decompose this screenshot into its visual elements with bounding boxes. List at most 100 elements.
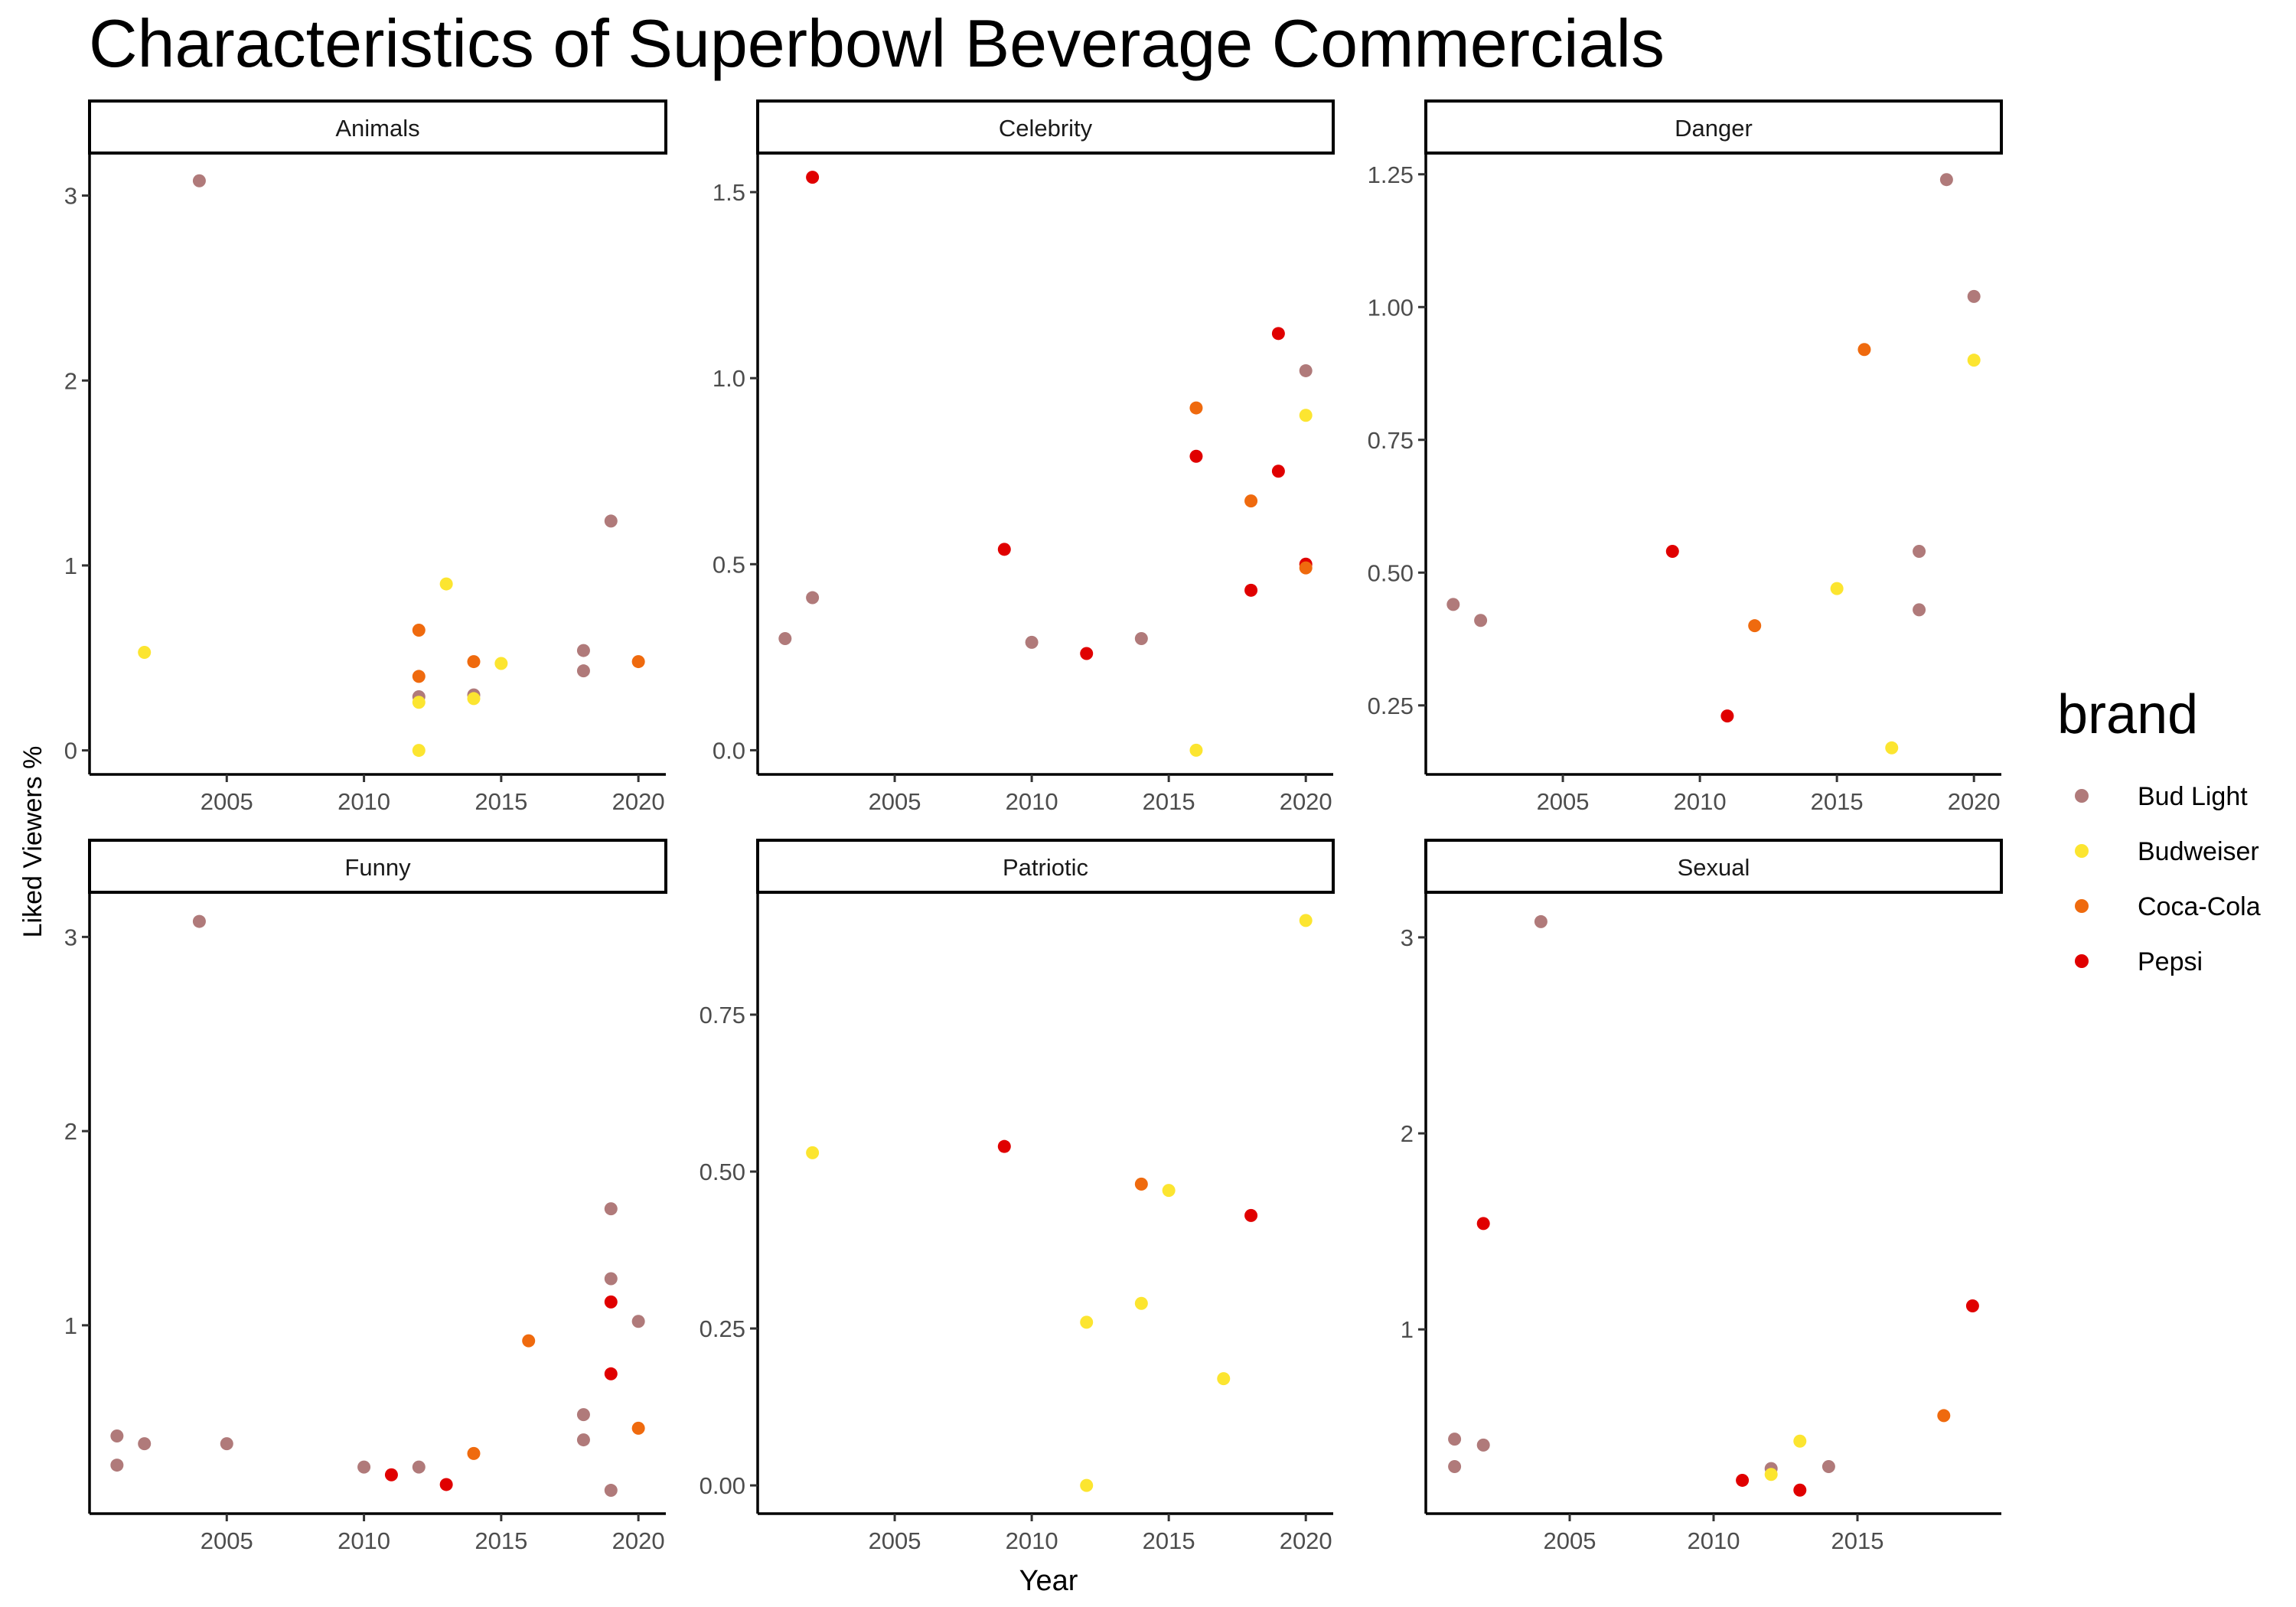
point-budweiser bbox=[439, 577, 453, 591]
point-pepsi bbox=[1476, 1217, 1490, 1231]
strip-animals bbox=[88, 99, 667, 155]
point-pepsi bbox=[1080, 647, 1094, 660]
point-pepsi bbox=[1720, 709, 1734, 723]
x-tick-label: 2005 bbox=[1537, 788, 1590, 815]
point-bud-light bbox=[1299, 363, 1313, 377]
point-pepsi bbox=[1244, 583, 1258, 597]
point-bud-light bbox=[1448, 1433, 1462, 1446]
y-tick-label: 0.50 bbox=[700, 1159, 745, 1185]
legend-label-coca-cola: Coca-Cola bbox=[2138, 892, 2261, 921]
point-bud-light bbox=[1025, 635, 1039, 649]
y-tick-label: 2 bbox=[64, 1118, 77, 1145]
x-tick-label: 2020 bbox=[612, 1527, 665, 1554]
point-budweiser bbox=[494, 657, 508, 670]
point-bud-light bbox=[357, 1460, 371, 1474]
point-coca-cola bbox=[1937, 1409, 1951, 1423]
strip-celebrity bbox=[756, 99, 1335, 155]
y-tick-label: 3 bbox=[64, 924, 77, 950]
point-coca-cola bbox=[1189, 401, 1203, 415]
y-tick-label: 2 bbox=[64, 367, 77, 394]
strip-label-celebrity: Celebrity bbox=[999, 115, 1093, 142]
x-axis-label: Year bbox=[1019, 1565, 1078, 1597]
legend-label-budweiser: Budweiser bbox=[2138, 837, 2259, 866]
point-bud-light bbox=[1534, 914, 1548, 928]
legend-key-coca-cola bbox=[2075, 899, 2089, 913]
point-bud-light bbox=[576, 1408, 590, 1422]
panel-danger: Danger 0.25 0.50 0.75 1.00 1.25 2005 2010 2015 20… bbox=[1368, 99, 2003, 815]
x-tick-label: 2010 bbox=[1006, 788, 1058, 815]
point-pepsi bbox=[439, 1478, 453, 1491]
point-bud-light bbox=[1448, 1460, 1462, 1474]
x-tick-label: 2010 bbox=[338, 1527, 390, 1554]
y-axis-label: Liked Viewers % bbox=[18, 746, 47, 938]
y-tick-label: 0 bbox=[64, 738, 77, 764]
y-tick-label: 0.75 bbox=[1368, 427, 1414, 454]
point-bud-light bbox=[110, 1459, 124, 1472]
x-tick-label: 2005 bbox=[869, 788, 921, 815]
point-budweiser bbox=[1830, 582, 1844, 595]
x-tick-label: 2010 bbox=[1006, 1527, 1058, 1554]
strip-danger bbox=[1424, 99, 2003, 155]
point-budweiser bbox=[1080, 1315, 1094, 1329]
point-bud-light bbox=[604, 1202, 618, 1216]
point-coca-cola bbox=[412, 624, 426, 637]
point-coca-cola bbox=[467, 1446, 481, 1460]
legend-label-bud-light: Bud Light bbox=[2138, 782, 2248, 811]
x-tick-label: 2020 bbox=[1948, 788, 2001, 815]
panel-patriotic: Patriotic 0.00 0.25 0.50 0.75 2005 2010 2015 202… bbox=[700, 839, 1335, 1554]
point-bud-light bbox=[110, 1429, 124, 1442]
y-tick-label: 0.25 bbox=[1368, 693, 1414, 719]
y-tick-label: 2 bbox=[1401, 1120, 1414, 1147]
strip-label-danger: Danger bbox=[1675, 115, 1753, 142]
point-budweiser bbox=[806, 1146, 820, 1159]
point-coca-cola bbox=[412, 670, 426, 683]
point-pepsi bbox=[997, 1139, 1011, 1153]
point-budweiser bbox=[1134, 1296, 1148, 1310]
point-pepsi bbox=[1244, 1208, 1258, 1222]
legend-title: brand bbox=[2057, 684, 2198, 745]
point-bud-light bbox=[1821, 1460, 1835, 1474]
point-bud-light bbox=[1913, 545, 1926, 559]
point-bud-light bbox=[604, 1272, 618, 1286]
point-budweiser bbox=[1967, 354, 1981, 367]
legend-key-pepsi bbox=[2075, 954, 2089, 968]
x-tick-label: 2020 bbox=[1280, 1527, 1332, 1554]
point-pepsi bbox=[1189, 449, 1203, 463]
y-tick-label: 1.25 bbox=[1368, 161, 1414, 188]
point-budweiser bbox=[412, 744, 426, 758]
point-bud-light bbox=[778, 632, 792, 646]
y-tick-label: 0.75 bbox=[700, 1002, 745, 1028]
point-budweiser bbox=[1793, 1434, 1807, 1448]
panel-sexual: Sexual 1 2 3 2005 2010 2015 bbox=[1401, 839, 2003, 1554]
strip-funny bbox=[88, 839, 667, 894]
point-bud-light bbox=[138, 1437, 152, 1451]
point-bud-light bbox=[576, 664, 590, 678]
y-tick-label: 3 bbox=[64, 183, 77, 210]
x-tick-label: 2015 bbox=[1811, 788, 1864, 815]
point-bud-light bbox=[192, 914, 206, 928]
panel-celebrity: Celebrity 0.0 0.5 1.0 1.5 2005 2010 2015 2020 bbox=[713, 99, 1335, 815]
x-tick-label: 2010 bbox=[1688, 1527, 1740, 1554]
point-coca-cola bbox=[1299, 561, 1313, 575]
point-coca-cola bbox=[1857, 343, 1871, 357]
point-pepsi bbox=[1665, 545, 1679, 559]
y-tick-label: 1.00 bbox=[1368, 294, 1414, 321]
point-pepsi bbox=[604, 1367, 618, 1380]
x-tick-label: 2015 bbox=[1143, 1527, 1195, 1554]
point-bud-light bbox=[1446, 598, 1460, 611]
y-tick-label: 0.50 bbox=[1368, 559, 1414, 586]
point-pepsi bbox=[1271, 327, 1285, 341]
y-tick-label: 0.00 bbox=[700, 1472, 745, 1499]
point-pepsi bbox=[1965, 1299, 1979, 1312]
point-coca-cola bbox=[1748, 619, 1762, 633]
point-budweiser bbox=[1217, 1372, 1231, 1386]
legend-label-pepsi: Pepsi bbox=[2138, 947, 2203, 976]
point-bud-light bbox=[1939, 173, 1953, 187]
x-tick-label: 2020 bbox=[1280, 788, 1332, 815]
point-budweiser bbox=[1080, 1478, 1094, 1492]
point-bud-light bbox=[192, 174, 206, 187]
legend-key-bud-light bbox=[2075, 789, 2089, 803]
point-budweiser bbox=[1162, 1184, 1176, 1198]
x-tick-label: 2005 bbox=[201, 788, 253, 815]
